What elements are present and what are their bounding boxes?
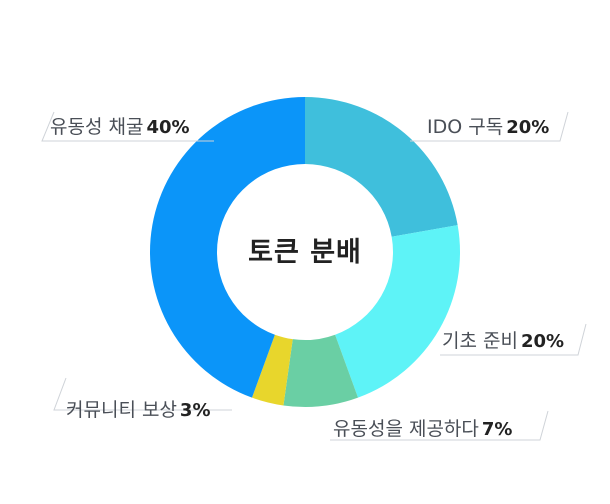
slice-label-text: 기초 준비 xyxy=(442,330,518,352)
slice-pct: 20% xyxy=(506,117,550,138)
leader-line-mining xyxy=(41,111,214,142)
slice-label-text: 커뮤니티 보상 xyxy=(66,399,177,421)
slice-label-text: IDO 구독 xyxy=(427,116,504,138)
slice-liquidity-provide xyxy=(283,334,359,407)
leader-line-foundation xyxy=(440,323,587,356)
leader-line-community xyxy=(53,377,232,411)
center-title: 토큰 분배 xyxy=(248,237,362,268)
slice-pct: 20% xyxy=(520,331,565,352)
slice-community xyxy=(251,334,293,406)
slice-label-text: 유동성을 제공하다 xyxy=(333,418,479,440)
slice-ido xyxy=(305,97,458,237)
slice-label-liquidity-provide: 유동성을 제공하다 7% xyxy=(333,414,512,441)
slice-label-text: 유동성 채굴 xyxy=(50,116,144,138)
slice-label-community: 커뮤니티 보상 3% xyxy=(66,395,210,422)
leader-line-ido xyxy=(410,111,569,142)
slice-pct: 7% xyxy=(481,419,513,440)
slice-mining xyxy=(150,97,305,398)
slice-label-foundation: 기초 준비 20% xyxy=(442,326,564,353)
slice-label-ido: IDO 구독 20% xyxy=(427,112,549,139)
slice-foundation xyxy=(335,225,460,398)
slice-pct: 3% xyxy=(179,400,211,421)
slice-pct: 40% xyxy=(146,117,190,138)
slice-label-mining: 유동성 채굴 40% xyxy=(50,112,190,139)
leader-line-liquidity-provide xyxy=(330,410,549,441)
